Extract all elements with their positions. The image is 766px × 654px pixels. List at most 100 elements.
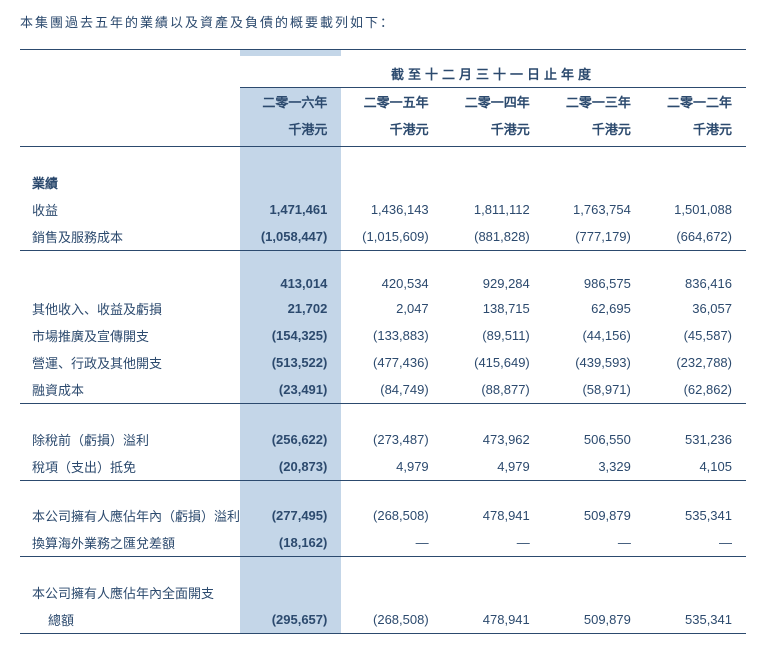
label-cogs: 銷售及服務成本 (20, 223, 240, 251)
rev-2014: 1,811,112 (443, 196, 544, 223)
section-label-row: 業績 (20, 169, 746, 196)
row-pbt: 除稅前（虧損）溢利 (256,622) (273,487) 473,962 50… (20, 426, 746, 453)
mkt-2014: (89,511) (443, 322, 544, 349)
gross-2015: 420,534 (341, 272, 442, 295)
fx-2015: — (341, 529, 442, 557)
tc-2012: 535,341 (645, 606, 746, 634)
attr-2016: (277,495) (240, 502, 341, 529)
fin-2012: (62,862) (645, 376, 746, 404)
label-attr: 本公司擁有人應佔年內（虧損）溢利 (20, 502, 240, 529)
fx-2014: — (443, 529, 544, 557)
tax-2016: (20,873) (240, 453, 341, 481)
col-2015: 二零一五年 (341, 88, 442, 116)
spanning-header-row: 截至十二月三十一日止年度 (20, 56, 746, 88)
label-other-income: 其他收入、收益及虧損 (20, 295, 240, 322)
label-total-comp-1: 本公司擁有人應佔年內全面開支 (20, 579, 240, 606)
label-finance: 融資成本 (20, 376, 240, 404)
period-header: 截至十二月三十一日止年度 (240, 56, 746, 88)
tc-2013: 509,879 (544, 606, 645, 634)
tc-2014: 478,941 (443, 606, 544, 634)
unit-2014: 千港元 (443, 115, 544, 147)
row-fx: 換算海外業務之匯兌差額 (18,162) — — — — (20, 529, 746, 557)
cogs-2016: (1,058,447) (240, 223, 341, 251)
row-total-comp: 總額 (295,657) (268,508) 478,941 509,879 5… (20, 606, 746, 634)
rev-2013: 1,763,754 (544, 196, 645, 223)
row-finance: 融資成本 (23,491) (84,749) (88,877) (58,971)… (20, 376, 746, 404)
row-total-comp-label: 本公司擁有人應佔年內全面開支 (20, 579, 746, 606)
oi-2016: 21,702 (240, 295, 341, 322)
attr-2013: 509,879 (544, 502, 645, 529)
tax-2014: 4,979 (443, 453, 544, 481)
rev-2015: 1,436,143 (341, 196, 442, 223)
mkt-2016: (154,325) (240, 322, 341, 349)
financial-table-container: 截至十二月三十一日止年度 二零一六年 二零一五年 二零一四年 二零一三年 二零一… (20, 49, 746, 634)
label-fx: 換算海外業務之匯兌差額 (20, 529, 240, 557)
fin-2015: (84,749) (341, 376, 442, 404)
label-revenue: 收益 (20, 196, 240, 223)
unit-2012: 千港元 (645, 115, 746, 147)
row-attributable: 本公司擁有人應佔年內（虧損）溢利 (277,495) (268,508) 478… (20, 502, 746, 529)
oi-2013: 62,695 (544, 295, 645, 322)
label-tax: 稅項（支出）抵免 (20, 453, 240, 481)
attr-2014: 478,941 (443, 502, 544, 529)
cogs-2013: (777,179) (544, 223, 645, 251)
intro-text: 本集團過去五年的業績以及資產及負債的概要載列如下： (20, 12, 746, 31)
adm-2015: (477,436) (341, 349, 442, 376)
tc-2016: (295,657) (240, 606, 341, 634)
label-gross (20, 272, 240, 295)
pbt-2016: (256,622) (240, 426, 341, 453)
oi-2015: 2,047 (341, 295, 442, 322)
label-total-comp-2: 總額 (20, 606, 240, 634)
col-2014: 二零一四年 (443, 88, 544, 116)
fin-2014: (88,877) (443, 376, 544, 404)
label-pbt: 除稅前（虧損）溢利 (20, 426, 240, 453)
row-revenue: 收益 1,471,461 1,436,143 1,811,112 1,763,7… (20, 196, 746, 223)
financial-table: 截至十二月三十一日止年度 二零一六年 二零一五年 二零一四年 二零一三年 二零一… (20, 50, 746, 634)
year-header-row: 二零一六年 二零一五年 二零一四年 二零一三年 二零一二年 (20, 88, 746, 116)
row-other-income: 其他收入、收益及虧損 21,702 2,047 138,715 62,695 3… (20, 295, 746, 322)
oi-2012: 36,057 (645, 295, 746, 322)
tc-2015: (268,508) (341, 606, 442, 634)
gross-2016: 413,014 (240, 272, 341, 295)
cogs-2015: (1,015,609) (341, 223, 442, 251)
row-cogs: 銷售及服務成本 (1,058,447) (1,015,609) (881,828… (20, 223, 746, 251)
mkt-2012: (45,587) (645, 322, 746, 349)
tax-2012: 4,105 (645, 453, 746, 481)
pbt-2012: 531,236 (645, 426, 746, 453)
gross-2012: 836,416 (645, 272, 746, 295)
tax-2013: 3,329 (544, 453, 645, 481)
row-admin: 營運、行政及其他開支 (513,522) (477,436) (415,649)… (20, 349, 746, 376)
attr-2012: 535,341 (645, 502, 746, 529)
gross-2014: 929,284 (443, 272, 544, 295)
unit-2016: 千港元 (240, 115, 341, 147)
row-tax: 稅項（支出）抵免 (20,873) 4,979 4,979 3,329 4,10… (20, 453, 746, 481)
gross-2013: 986,575 (544, 272, 645, 295)
fin-2013: (58,971) (544, 376, 645, 404)
adm-2013: (439,593) (544, 349, 645, 376)
col-2013: 二零一三年 (544, 88, 645, 116)
fx-2012: — (645, 529, 746, 557)
col-2012: 二零一二年 (645, 88, 746, 116)
section-label: 業績 (20, 169, 240, 196)
col-2016: 二零一六年 (240, 88, 341, 116)
unit-2013: 千港元 (544, 115, 645, 147)
row-marketing: 市場推廣及宣傳開支 (154,325) (133,883) (89,511) (… (20, 322, 746, 349)
pbt-2013: 506,550 (544, 426, 645, 453)
attr-2015: (268,508) (341, 502, 442, 529)
unit-2015: 千港元 (341, 115, 442, 147)
fx-2013: — (544, 529, 645, 557)
mkt-2015: (133,883) (341, 322, 442, 349)
fx-2016: (18,162) (240, 529, 341, 557)
rev-2012: 1,501,088 (645, 196, 746, 223)
cogs-2014: (881,828) (443, 223, 544, 251)
adm-2016: (513,522) (240, 349, 341, 376)
cogs-2012: (664,672) (645, 223, 746, 251)
adm-2014: (415,649) (443, 349, 544, 376)
pbt-2015: (273,487) (341, 426, 442, 453)
adm-2012: (232,788) (645, 349, 746, 376)
oi-2014: 138,715 (443, 295, 544, 322)
row-gross: 413,014 420,534 929,284 986,575 836,416 (20, 272, 746, 295)
label-marketing: 市場推廣及宣傳開支 (20, 322, 240, 349)
fin-2016: (23,491) (240, 376, 341, 404)
unit-row: 千港元 千港元 千港元 千港元 千港元 (20, 115, 746, 147)
